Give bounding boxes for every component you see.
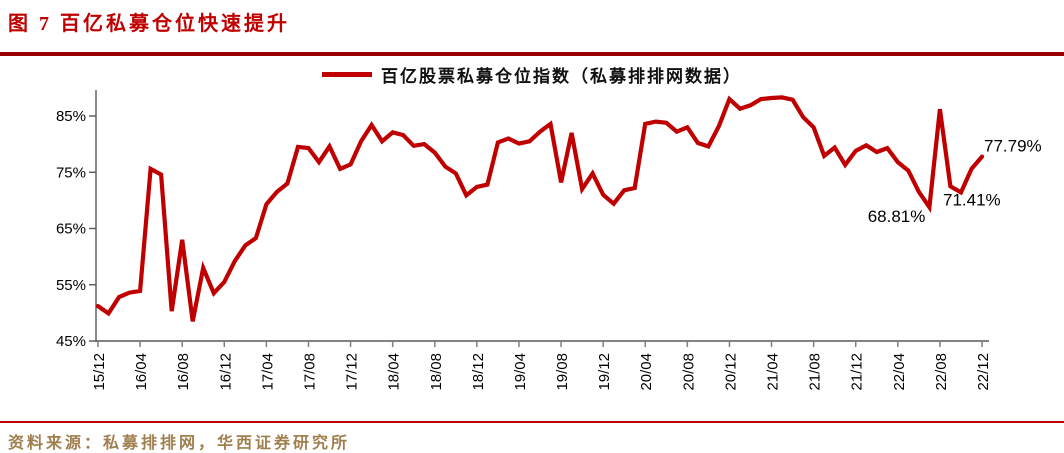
x-tick-label: 17/08 [301,353,318,391]
x-tick-label: 20/04 [638,353,655,391]
x-tick-label: 19/12 [596,353,613,391]
figure-title: 图 7 百亿私募仓位快速提升 [8,13,290,35]
x-tick-label: 18/08 [428,353,445,391]
x-tick-label: 18/12 [470,353,487,391]
x-tick-label: 21/04 [765,353,782,391]
data-point-annotation: 71.41% [943,190,1001,209]
x-tick-label: 22/08 [933,353,950,391]
chart-legend: 百亿股票私募仓位指数（私募排排网数据） [0,63,1064,86]
x-tick-label: 16/12 [217,353,234,391]
y-tick-label: 75% [56,164,86,181]
bottom-divider-rule [0,421,1064,423]
y-tick-label: 65% [56,221,86,238]
x-tick-label: 21/12 [849,353,866,391]
legend-label: 百亿股票私募仓位指数（私募排排网数据） [381,66,742,86]
x-tick-label: 15/12 [91,353,108,391]
title-divider-rule [0,52,1064,56]
x-tick-label: 22/04 [891,353,908,391]
x-tick-label: 19/08 [554,353,571,391]
data-point-annotation: 77.79% [984,137,1042,156]
x-tick-label: 16/08 [175,353,192,391]
source-note: 资料来源：私募排排网，华西证券研究所 [8,435,351,452]
y-tick-label: 85% [56,108,86,125]
x-tick-label: 17/04 [259,353,276,391]
y-tick-label: 45% [56,333,86,350]
x-tick-label: 18/04 [386,353,403,391]
x-tick-label: 20/12 [722,353,739,391]
x-tick-label: 17/12 [344,353,361,391]
x-tick-label: 20/08 [680,353,697,391]
series-line [95,95,985,322]
legend-line-swatch [322,71,372,77]
x-tick-label: 19/04 [512,353,529,391]
x-tick-label: 16/04 [133,353,150,391]
x-tick-label: 22/12 [975,353,992,391]
y-tick-label: 55% [56,277,86,294]
x-tick-label: 21/08 [807,353,824,391]
data-point-annotation: 68.81% [868,207,926,226]
